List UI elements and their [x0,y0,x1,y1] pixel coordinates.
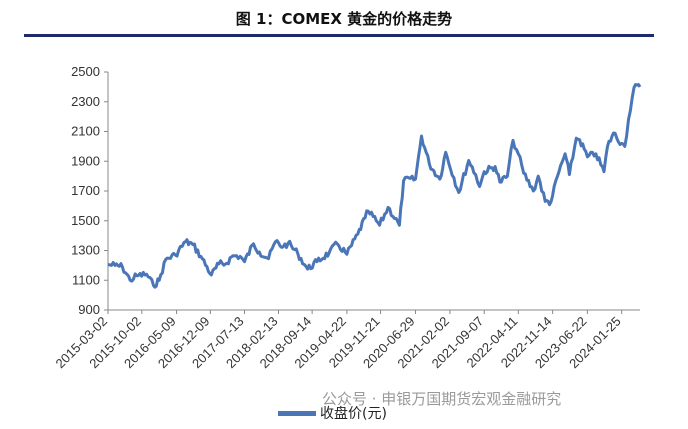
x-axis-ticks: 2015-03-022015-10-022016-05-092016-12-09… [52,310,624,371]
legend-swatch [278,410,316,416]
y-tick-label: 1100 [72,272,100,287]
y-tick-label: 2100 [71,124,100,139]
title-divider [24,34,654,37]
y-tick-label: 1700 [71,183,100,198]
y-tick-label: 900 [78,302,100,317]
y-tick-label: 1900 [71,153,100,168]
chart-axes [107,72,640,311]
y-tick-label: 2500 [71,64,100,79]
chart-title: 图 1：COMEX 黄金的价格走势 [235,10,453,28]
y-tick-label: 1300 [71,243,100,258]
y-axis-ticks: 900 1100 1300 1500 1700 1900 2100 2300 2500 [71,64,108,317]
series-layer [107,83,642,289]
chart-legend: 收盘价(元) [278,403,387,423]
series-line-closing-price [107,83,642,289]
legend-label: 收盘价(元) [320,406,387,422]
y-tick-label: 1500 [71,213,100,228]
watermark-text: 公众号 · 申银万国期货宏观金融研究 [322,390,562,408]
y-tick-label: 2300 [71,94,100,109]
